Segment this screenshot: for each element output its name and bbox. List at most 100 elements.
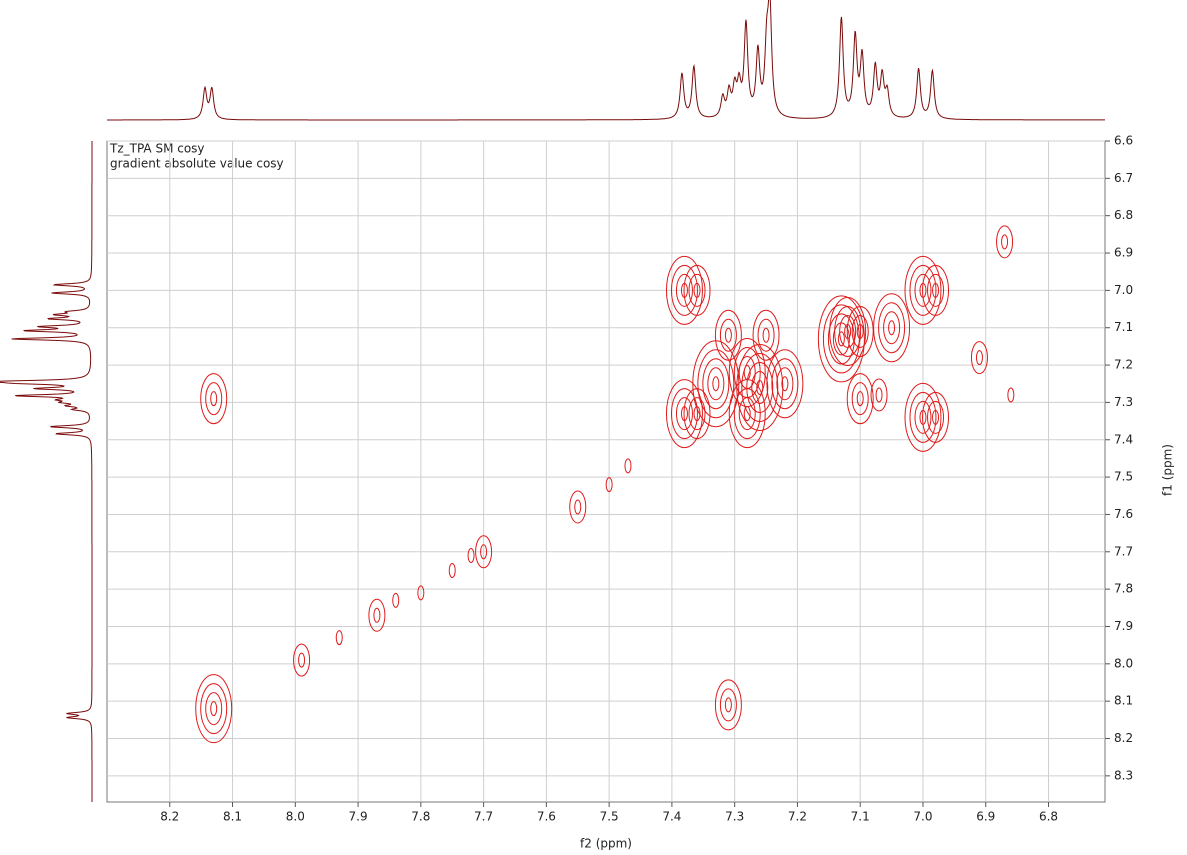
contour-ring bbox=[781, 376, 789, 392]
contour-ring bbox=[714, 679, 742, 731]
y-tick-label: 6.7 bbox=[1114, 171, 1133, 185]
contour-ring bbox=[832, 322, 850, 356]
contour-ring bbox=[1001, 234, 1009, 250]
x-tick-label: 8.2 bbox=[160, 810, 179, 824]
contour-ring bbox=[335, 630, 343, 646]
contour-ring bbox=[712, 376, 720, 392]
contour-ring bbox=[771, 358, 799, 410]
contour-ring bbox=[975, 350, 983, 366]
contour-ring bbox=[683, 388, 711, 440]
contour-ring bbox=[914, 273, 932, 307]
contour-ring bbox=[922, 264, 950, 316]
contour-ring bbox=[883, 311, 901, 345]
y-tick-label: 7.3 bbox=[1114, 395, 1133, 409]
contour-ring bbox=[827, 313, 855, 365]
contour-ring bbox=[692, 340, 740, 428]
y-tick-label: 7.7 bbox=[1114, 544, 1133, 558]
contour-ring bbox=[624, 458, 632, 474]
y-tick-label: 7.2 bbox=[1114, 358, 1133, 372]
contour-ring bbox=[878, 302, 906, 354]
contour-ring bbox=[373, 607, 381, 623]
contour-ring bbox=[719, 688, 737, 722]
contour-ring bbox=[904, 382, 942, 452]
y-tick-label: 7.4 bbox=[1114, 432, 1133, 446]
chart-title: Tz_TPA SM cosy bbox=[109, 142, 205, 156]
contour-ring bbox=[776, 367, 794, 401]
contour-ring bbox=[688, 397, 706, 431]
contour-ring bbox=[448, 562, 456, 578]
contour-ring bbox=[475, 535, 493, 569]
y-tick-label: 8.0 bbox=[1114, 656, 1133, 670]
contour-ring bbox=[909, 264, 937, 316]
contour-ring bbox=[756, 379, 764, 395]
y-tick-label: 7.0 bbox=[1114, 283, 1133, 297]
top-projection bbox=[107, 0, 1105, 121]
y-tick-label: 7.9 bbox=[1114, 619, 1133, 633]
y-tick-label: 7.1 bbox=[1114, 320, 1133, 334]
contour-ring bbox=[724, 327, 732, 343]
x-tick-label: 7.5 bbox=[600, 810, 619, 824]
x-tick-label: 7.7 bbox=[474, 810, 493, 824]
contour-ring bbox=[932, 282, 940, 298]
x-tick-label: 8.0 bbox=[286, 810, 305, 824]
contour-ring bbox=[210, 701, 218, 717]
contour-ring bbox=[665, 255, 703, 325]
contour-ring bbox=[714, 309, 742, 361]
contour-ring bbox=[873, 293, 911, 363]
x-tick-label: 7.2 bbox=[788, 810, 807, 824]
contour-ring bbox=[970, 341, 988, 375]
contour-ring bbox=[909, 391, 937, 443]
contour-ring bbox=[693, 406, 701, 422]
contour-ring bbox=[392, 592, 400, 608]
contour-ring bbox=[719, 318, 737, 352]
x-tick-label: 6.9 bbox=[976, 810, 995, 824]
x-tick-label: 7.3 bbox=[725, 810, 744, 824]
x-tick-label: 6.8 bbox=[1039, 810, 1058, 824]
contour-ring bbox=[467, 548, 475, 564]
contour-ring bbox=[298, 652, 306, 668]
contour-ring bbox=[762, 327, 770, 343]
contour-ring bbox=[200, 373, 228, 425]
contour-ring bbox=[665, 379, 703, 449]
contour-ring bbox=[856, 391, 864, 407]
contour-ring bbox=[707, 367, 725, 401]
contour-ring bbox=[195, 674, 233, 744]
x-tick-label: 7.4 bbox=[662, 810, 681, 824]
contour-ring bbox=[688, 273, 706, 307]
contour-ring bbox=[683, 264, 711, 316]
contour-ring bbox=[851, 382, 869, 416]
contour-ring bbox=[927, 400, 945, 434]
contour-ring bbox=[1007, 387, 1015, 403]
contour-ring bbox=[736, 343, 784, 431]
contour-ring bbox=[996, 225, 1014, 259]
contour-ring bbox=[741, 352, 779, 422]
contour-ring bbox=[670, 388, 698, 440]
contour-ring bbox=[743, 406, 751, 422]
contour-ring bbox=[846, 373, 874, 425]
contour-ring bbox=[675, 273, 693, 307]
contour-ring bbox=[605, 477, 613, 493]
y-tick-label: 8.3 bbox=[1114, 768, 1133, 782]
contour-ring bbox=[724, 697, 732, 713]
contour-ring bbox=[697, 349, 735, 419]
y-tick-label: 8.2 bbox=[1114, 731, 1133, 745]
contour-ring bbox=[210, 391, 218, 407]
contour-ring bbox=[752, 309, 780, 361]
contour-ring bbox=[200, 683, 228, 735]
contour-ring bbox=[927, 273, 945, 307]
contour-ring bbox=[738, 397, 756, 431]
x-tick-label: 7.9 bbox=[349, 810, 368, 824]
contour-ring bbox=[368, 598, 386, 632]
contour-ring bbox=[746, 361, 774, 413]
left-projection bbox=[0, 141, 93, 802]
contour-ring bbox=[870, 378, 888, 412]
contour-ring bbox=[751, 370, 769, 404]
contour-ring bbox=[675, 397, 693, 431]
contour-ring bbox=[922, 391, 950, 443]
y-tick-label: 6.6 bbox=[1114, 134, 1133, 148]
y-tick-label: 7.5 bbox=[1114, 470, 1133, 484]
contour-ring bbox=[817, 295, 865, 383]
contour-ring bbox=[856, 323, 864, 339]
contour-ring bbox=[904, 255, 942, 325]
contour-ring bbox=[205, 692, 223, 726]
